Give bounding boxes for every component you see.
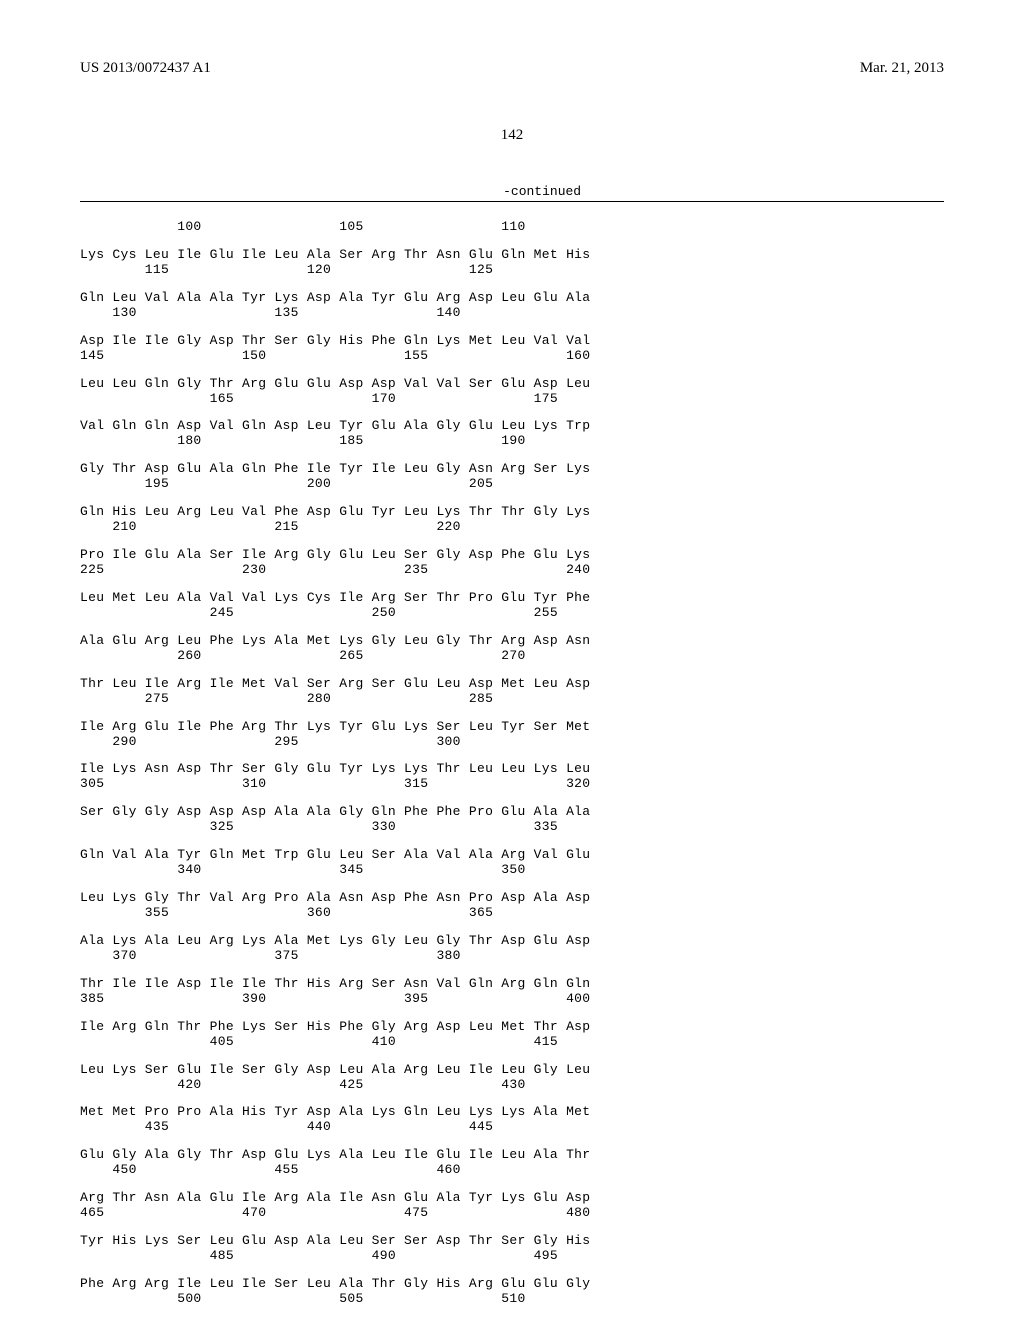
sequence-row: Ile Lys Asn Asp Thr Ser Gly Glu Tyr Lys … xyxy=(80,762,944,777)
position-numbers: 465 470 475 480 xyxy=(80,1206,944,1221)
publication-number: US 2013/0072437 A1 xyxy=(80,60,211,77)
position-numbers: 500 505 510 xyxy=(80,1292,944,1307)
sequence-row: Pro Ile Glu Ala Ser Ile Arg Gly Glu Leu … xyxy=(80,548,944,563)
position-numbers: 290 295 300 xyxy=(80,735,944,750)
continued-label: -continued xyxy=(80,184,581,199)
sequence-row: Asp Ile Ile Gly Asp Thr Ser Gly His Phe … xyxy=(80,334,944,349)
position-numbers: 210 215 220 xyxy=(80,520,944,535)
sequence-row: Ile Arg Glu Ile Phe Arg Thr Lys Tyr Glu … xyxy=(80,720,944,735)
sequence-row: Ala Glu Arg Leu Phe Lys Ala Met Lys Gly … xyxy=(80,634,944,649)
sequence-row: Leu Lys Gly Thr Val Arg Pro Ala Asn Asp … xyxy=(80,891,944,906)
sequence-row: Gln Leu Val Ala Ala Tyr Lys Asp Ala Tyr … xyxy=(80,291,944,306)
position-numbers: 115 120 125 xyxy=(80,263,944,278)
sequence-listing: 100 105 110 Lys Cys Leu Ile Glu Ile Leu A… xyxy=(80,220,944,1307)
sequence-row: Leu Met Leu Ala Val Val Lys Cys Ile Arg … xyxy=(80,591,944,606)
separator-line xyxy=(80,201,944,202)
position-numbers: 180 185 190 xyxy=(80,434,944,449)
position-numbers: 195 200 205 xyxy=(80,477,944,492)
sequence-row: Leu Leu Gln Gly Thr Arg Glu Glu Asp Asp … xyxy=(80,377,944,392)
sequence-row: Ser Gly Gly Asp Asp Asp Ala Ala Gly Gln … xyxy=(80,805,944,820)
position-numbers: 355 360 365 xyxy=(80,906,944,921)
publication-date: Mar. 21, 2013 xyxy=(860,60,944,77)
position-numbers: 385 390 395 400 xyxy=(80,992,944,1007)
sequence-row: Leu Lys Ser Glu Ile Ser Gly Asp Leu Ala … xyxy=(80,1063,944,1078)
position-numbers: 485 490 495 xyxy=(80,1249,944,1264)
sequence-row: Gln Val Ala Tyr Gln Met Trp Glu Leu Ser … xyxy=(80,848,944,863)
position-numbers: 275 280 285 xyxy=(80,692,944,707)
sequence-row: Met Met Pro Pro Ala His Tyr Asp Ala Lys … xyxy=(80,1105,944,1120)
sequence-row: Lys Cys Leu Ile Glu Ile Leu Ala Ser Arg … xyxy=(80,248,944,263)
sequence-row: Tyr His Lys Ser Leu Glu Asp Ala Leu Ser … xyxy=(80,1234,944,1249)
position-numbers: 370 375 380 xyxy=(80,949,944,964)
sequence-row: Val Gln Gln Asp Val Gln Asp Leu Tyr Glu … xyxy=(80,419,944,434)
sequence-row: Thr Leu Ile Arg Ile Met Val Ser Arg Ser … xyxy=(80,677,944,692)
position-numbers: 325 330 335 xyxy=(80,820,944,835)
position-numbers: 435 440 445 xyxy=(80,1120,944,1135)
position-numbers: 420 425 430 xyxy=(80,1078,944,1093)
sequence-row: Ile Arg Gln Thr Phe Lys Ser His Phe Gly … xyxy=(80,1020,944,1035)
position-numbers: 130 135 140 xyxy=(80,306,944,321)
sequence-row: Gly Thr Asp Glu Ala Gln Phe Ile Tyr Ile … xyxy=(80,462,944,477)
position-numbers: 405 410 415 xyxy=(80,1035,944,1050)
sequence-row: Arg Thr Asn Ala Glu Ile Arg Ala Ile Asn … xyxy=(80,1191,944,1206)
sequence-row: Phe Arg Arg Ile Leu Ile Ser Leu Ala Thr … xyxy=(80,1277,944,1292)
sequence-row: Glu Gly Ala Gly Thr Asp Glu Lys Ala Leu … xyxy=(80,1148,944,1163)
position-numbers: 225 230 235 240 xyxy=(80,563,944,578)
position-numbers: 340 345 350 xyxy=(80,863,944,878)
position-numbers: 100 105 110 xyxy=(80,220,944,235)
sequence-row: Thr Ile Ile Asp Ile Ile Thr His Arg Ser … xyxy=(80,977,944,992)
sequence-row: Gln His Leu Arg Leu Val Phe Asp Glu Tyr … xyxy=(80,505,944,520)
page-number: 142 xyxy=(80,127,944,144)
position-numbers: 165 170 175 xyxy=(80,392,944,407)
position-numbers: 450 455 460 xyxy=(80,1163,944,1178)
sequence-row: Ala Lys Ala Leu Arg Lys Ala Met Lys Gly … xyxy=(80,934,944,949)
position-numbers: 145 150 155 160 xyxy=(80,349,944,364)
page-header: US 2013/0072437 A1 Mar. 21, 2013 xyxy=(80,60,944,77)
position-numbers: 245 250 255 xyxy=(80,606,944,621)
position-numbers: 260 265 270 xyxy=(80,649,944,664)
position-numbers: 305 310 315 320 xyxy=(80,777,944,792)
